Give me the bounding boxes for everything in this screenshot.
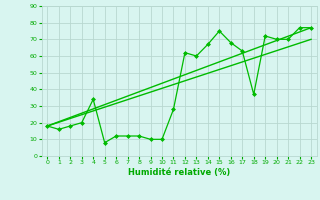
X-axis label: Humidité relative (%): Humidité relative (%) <box>128 168 230 177</box>
